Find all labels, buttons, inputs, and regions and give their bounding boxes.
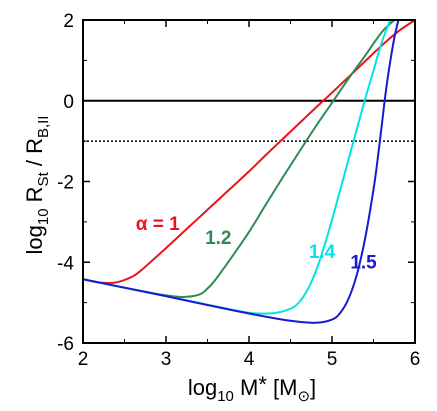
y-tick-label: -4 [57,253,74,274]
curve-label-2: 1.2 [205,228,231,249]
reference-lines [83,99,415,142]
series-lines [83,20,415,324]
curve-label-1: α = 1 [136,214,180,235]
curve-labels: α = 1 1.2 1.4 1.5 [136,214,377,273]
y-tick-label: 2 [63,11,74,32]
y-axis-title: log10 RSt / RB,II [22,116,52,255]
x-tick-label: 4 [244,349,255,370]
axis-ticks: 2 3 4 5 6 -6 -4 -2 0 2 [57,11,420,370]
x-axis-title: log10 M* [M⊙] [188,372,316,405]
plot-frame [82,19,416,344]
x-tick-label: 5 [327,349,338,370]
series-line-1 [83,20,415,285]
y-tick-label: 0 [63,92,74,113]
x-tick-label: 3 [161,349,172,370]
curve-label-4: 1.5 [350,252,377,273]
x-tick-label: 6 [410,349,421,370]
series-line-4 [83,20,400,324]
y-tick-label: -2 [57,173,74,194]
series-line-2 [83,20,395,298]
curve-label-3: 1.4 [309,242,336,263]
x-tick-label: 2 [78,349,89,370]
y-tick-label: -6 [57,334,74,355]
series-line-3 [83,20,392,315]
